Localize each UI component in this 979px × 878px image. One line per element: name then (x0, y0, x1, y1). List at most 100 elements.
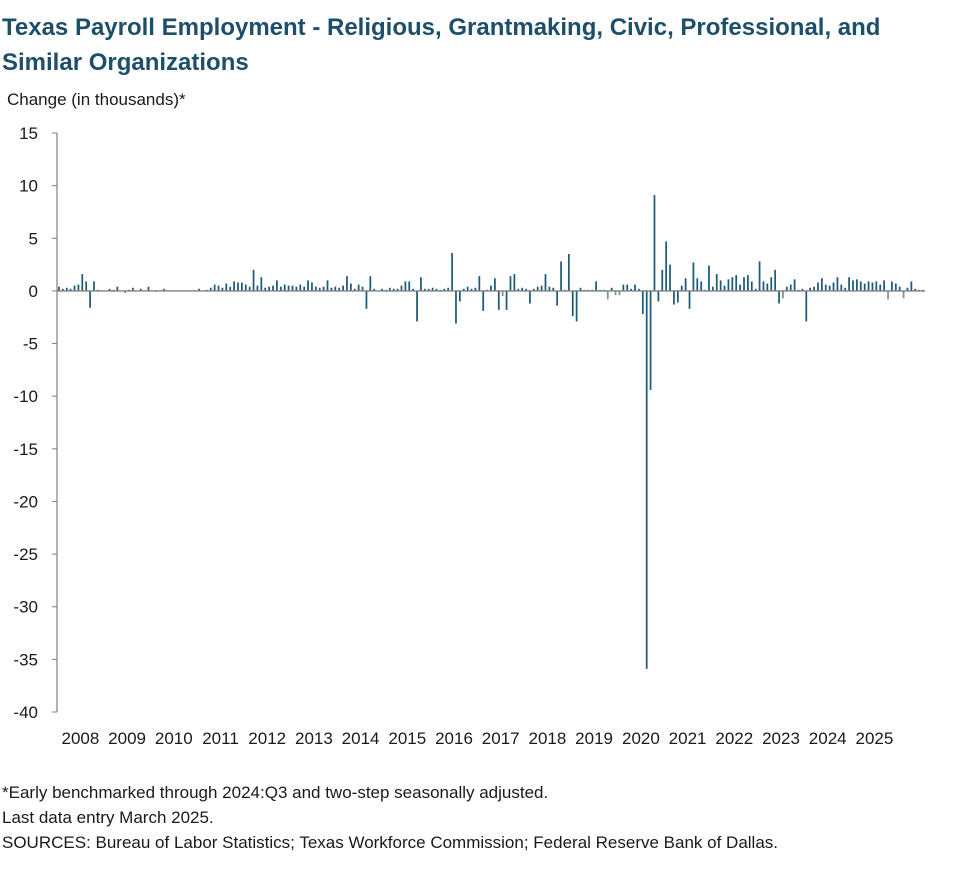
bar (474, 287, 477, 291)
bar (272, 285, 274, 291)
bar (330, 287, 333, 291)
bar (237, 282, 239, 291)
bar (139, 288, 142, 291)
bar (229, 286, 232, 291)
bar (451, 253, 453, 291)
bar (494, 278, 496, 291)
y-axis-label: Change (in thousands)* (7, 90, 186, 109)
bar (610, 287, 613, 291)
bar (283, 284, 286, 291)
bar (221, 287, 224, 291)
bar (513, 274, 516, 291)
bar (548, 286, 551, 291)
x-tick-label: 2013 (295, 729, 333, 748)
y-tick-label: -40 (13, 703, 38, 722)
bar (902, 290, 905, 299)
bar (556, 290, 559, 306)
bar (482, 290, 485, 311)
bar (470, 288, 473, 291)
bar (914, 288, 917, 291)
bar (673, 290, 675, 305)
bar (400, 285, 403, 291)
bar (299, 284, 302, 291)
bar (244, 284, 247, 291)
bar (521, 287, 524, 291)
bar (435, 288, 438, 291)
bar (108, 288, 111, 291)
bar (478, 276, 481, 291)
bar (357, 284, 360, 291)
bar (828, 285, 831, 291)
bar (634, 284, 636, 291)
bar (93, 281, 95, 291)
x-axis: 2008 2009 2010 2011 2012 2013 2014 2015 2016 2017… (61, 729, 893, 748)
bar (241, 282, 243, 291)
bar (458, 290, 461, 302)
bar (567, 254, 570, 291)
bar (381, 288, 383, 291)
bar (58, 286, 60, 291)
y-tick-label: -5 (23, 335, 38, 354)
bar (287, 285, 290, 291)
bar (747, 275, 749, 291)
bar (544, 274, 547, 291)
bar (307, 280, 309, 291)
bar (326, 280, 329, 291)
bar (680, 285, 683, 291)
bar (552, 287, 555, 291)
bar (844, 287, 847, 291)
bar (404, 281, 407, 291)
bar (571, 290, 574, 317)
footnote-seasonal-adjustment: *Early benchmarked through 2024:Q3 and t… (2, 783, 549, 802)
bar (852, 280, 854, 291)
bar (318, 287, 321, 291)
bar (350, 283, 352, 291)
bar (863, 283, 866, 291)
bar (626, 284, 629, 291)
bar (338, 287, 341, 291)
bar (462, 288, 465, 291)
x-tick-label: 2025 (855, 729, 893, 748)
bar (727, 279, 730, 291)
bar (416, 290, 418, 322)
x-tick-label: 2015 (388, 729, 426, 748)
bar (77, 284, 80, 291)
bar (898, 286, 901, 291)
bar (532, 288, 535, 291)
bar (805, 290, 808, 322)
y-tick-label: 0 (29, 282, 38, 301)
y-tick-label: 5 (29, 229, 38, 248)
bar (708, 265, 710, 291)
bar (388, 287, 391, 291)
bar (614, 290, 617, 296)
bar (669, 264, 671, 291)
bar (490, 285, 492, 291)
bar (517, 288, 520, 291)
bar (346, 276, 348, 291)
bar (268, 286, 271, 291)
bar (817, 282, 819, 291)
chart-title: Texas Payroll Employment - Religious, Gr… (2, 14, 881, 76)
bar (883, 280, 885, 291)
y-tick-label: -25 (13, 545, 38, 564)
bar (766, 283, 769, 291)
bar (536, 286, 539, 291)
bar (291, 285, 294, 291)
bar (836, 277, 839, 291)
bar (774, 269, 777, 291)
bar (303, 286, 306, 291)
bar (233, 281, 235, 291)
bar (466, 286, 469, 291)
bar (595, 281, 597, 291)
y-tick-label: 15 (19, 124, 38, 143)
x-tick-label: 2019 (575, 729, 613, 748)
bar (505, 290, 508, 310)
bar (443, 288, 446, 291)
bar (887, 290, 889, 300)
bar (369, 276, 372, 291)
bar (789, 284, 792, 291)
bar (447, 287, 450, 291)
bar (801, 288, 804, 291)
x-tick-label: 2014 (342, 729, 380, 748)
bar (575, 290, 578, 322)
